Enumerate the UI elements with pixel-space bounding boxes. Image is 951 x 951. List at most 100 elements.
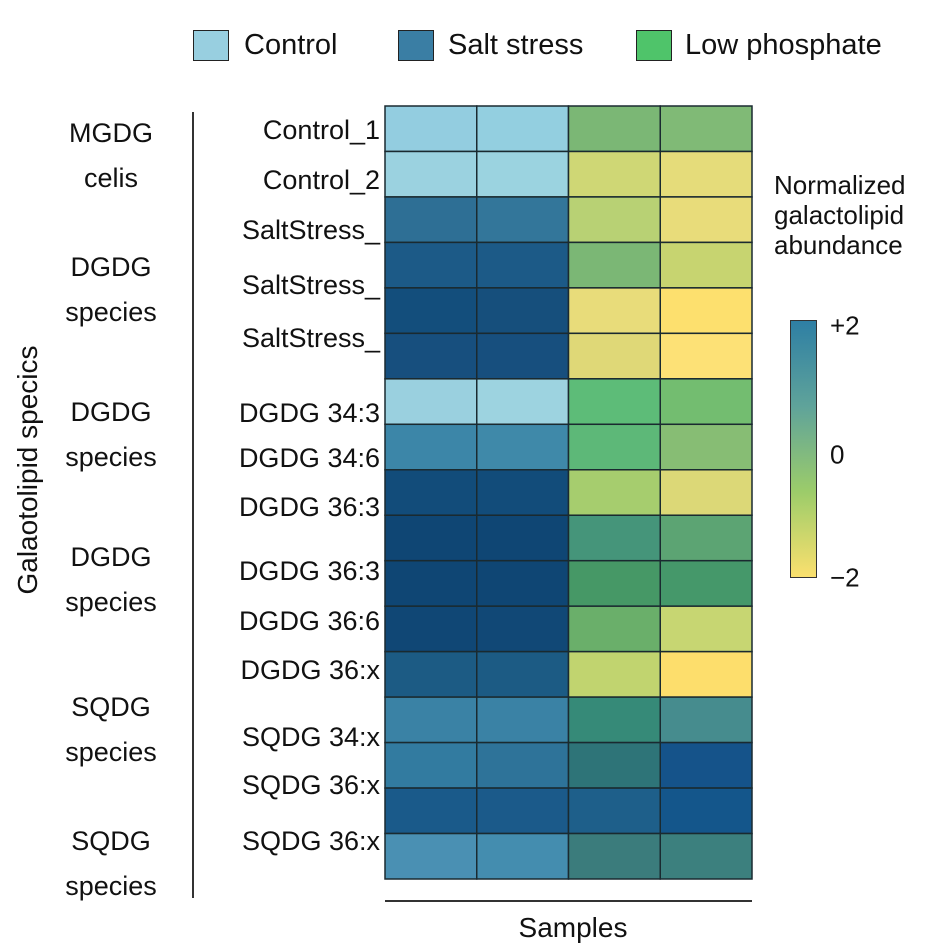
group-label-line: MGDG	[69, 118, 153, 148]
heatmap-cell	[659, 105, 753, 153]
heatmap-cell	[659, 332, 753, 380]
heatmap-cell	[384, 650, 478, 698]
heatmap-cell	[567, 605, 661, 653]
row-label: DGDG 34:6	[238, 443, 380, 473]
heatmap-cell	[476, 469, 570, 516]
heatmap-cell	[659, 741, 753, 789]
heatmap-cell	[384, 696, 478, 744]
legend-label-control: Control	[244, 29, 338, 61]
group-divider-line	[192, 112, 194, 898]
row-label: SQDG 34:x	[241, 722, 380, 752]
heatmap-cell	[384, 514, 478, 562]
heatmap-cell	[567, 332, 661, 380]
x-axis-line	[385, 900, 752, 902]
heatmap-cell	[567, 287, 661, 335]
group-label-line: species	[65, 442, 157, 472]
heatmap-cell	[476, 241, 570, 289]
heatmap-cell	[567, 241, 661, 289]
heatmap-cell	[567, 423, 661, 471]
group-label: SQDG species	[36, 819, 186, 909]
heatmap-cell	[384, 559, 478, 607]
group-label-line: SQDG	[71, 692, 151, 722]
group-label-line: DGDG	[70, 397, 152, 427]
row-label: DGDG 34:3	[238, 398, 380, 428]
heatmap-cell	[476, 105, 570, 153]
heatmap-cell	[659, 696, 753, 744]
colorbar-tick-zero: 0	[830, 439, 845, 470]
legend-swatch-low-phosphate	[636, 30, 672, 61]
heatmap-cell	[476, 196, 570, 244]
colorbar-tick-min: −2	[830, 562, 860, 593]
heatmap-cell	[659, 196, 753, 244]
row-label: Control_2	[262, 165, 380, 195]
heatmap-cell	[567, 787, 661, 835]
heatmap-cell	[567, 696, 661, 744]
heatmap-cell	[567, 514, 661, 562]
colorbar-tick-max: +2	[830, 310, 860, 341]
heatmap-cell	[476, 150, 570, 198]
heatmap-cell	[384, 196, 478, 244]
heatmap-cell	[659, 514, 753, 562]
heatmap-cell	[659, 150, 753, 198]
heatmap-cell	[567, 150, 661, 198]
colorbar-title: Normalized galactolipid abundance	[774, 170, 906, 260]
row-label: DGDG 36:6	[238, 606, 380, 636]
heatmap-cell	[567, 196, 661, 244]
row-label: SQDG 36:x	[241, 826, 380, 856]
heatmap-cell	[476, 741, 570, 789]
heatmap-cell	[659, 559, 753, 607]
heatmap-cell	[384, 741, 478, 789]
heatmap-cell	[476, 696, 570, 744]
heatmap-cell	[476, 332, 570, 380]
heatmap-cell	[659, 650, 753, 698]
heatmap-cell	[659, 605, 753, 653]
heatmap-cell	[384, 287, 478, 335]
heatmap-cell	[476, 787, 570, 835]
heatmap-cell	[384, 150, 478, 198]
group-label-line: DGDG	[70, 542, 152, 572]
heatmap-cell	[384, 378, 478, 426]
heatmap-cell	[384, 832, 478, 880]
heatmap-cell	[659, 787, 753, 835]
heatmap-cell	[659, 832, 753, 880]
heatmap-cell	[476, 287, 570, 335]
heatmap-cell	[476, 514, 570, 562]
heatmap-cell	[476, 378, 570, 426]
x-axis-title: Samples	[518, 912, 628, 943]
colorbar	[790, 320, 817, 578]
colorbar-title-line: galactolipid	[774, 200, 905, 230]
group-label-line: celis	[83, 163, 138, 193]
row-label: Control_1	[262, 115, 380, 145]
group-label-line: species	[65, 297, 157, 327]
row-label: DGDG 36:3	[238, 492, 380, 522]
heatmap-cell	[384, 423, 478, 471]
heatmap-cell	[659, 287, 753, 335]
group-label: DGDG species	[36, 535, 186, 625]
legend-label-salt-stress: Salt stress	[448, 29, 584, 61]
heatmap-cell	[476, 650, 570, 698]
group-label: MGDG celis	[36, 111, 186, 201]
heatmap-cell	[384, 605, 478, 653]
heatmap-cell	[567, 650, 661, 698]
heatmap-cell	[384, 105, 478, 153]
heatmap-cell	[476, 423, 570, 471]
group-label: SQDG species	[36, 685, 186, 775]
row-label: SaltStress_	[241, 270, 380, 300]
heatmap-cell	[659, 469, 753, 516]
group-label-line: DGDG	[70, 252, 152, 282]
heatmap-cell	[476, 605, 570, 653]
group-label: DGDG species	[36, 245, 186, 335]
heatmap-cell	[384, 332, 478, 380]
heatmap-cell	[567, 741, 661, 789]
legend-swatch-control	[193, 30, 229, 61]
row-label: SaltStress_	[241, 215, 380, 245]
heatmap-cell	[659, 241, 753, 289]
group-label-line: species	[65, 737, 157, 767]
row-label: SQDG 36:x	[241, 770, 380, 800]
heatmap-cell	[567, 559, 661, 607]
row-label: DGDG 36:3	[238, 556, 380, 586]
row-label: SaltStress_	[241, 323, 380, 353]
heatmap-cell	[659, 423, 753, 471]
heatmap-cell	[567, 832, 661, 880]
